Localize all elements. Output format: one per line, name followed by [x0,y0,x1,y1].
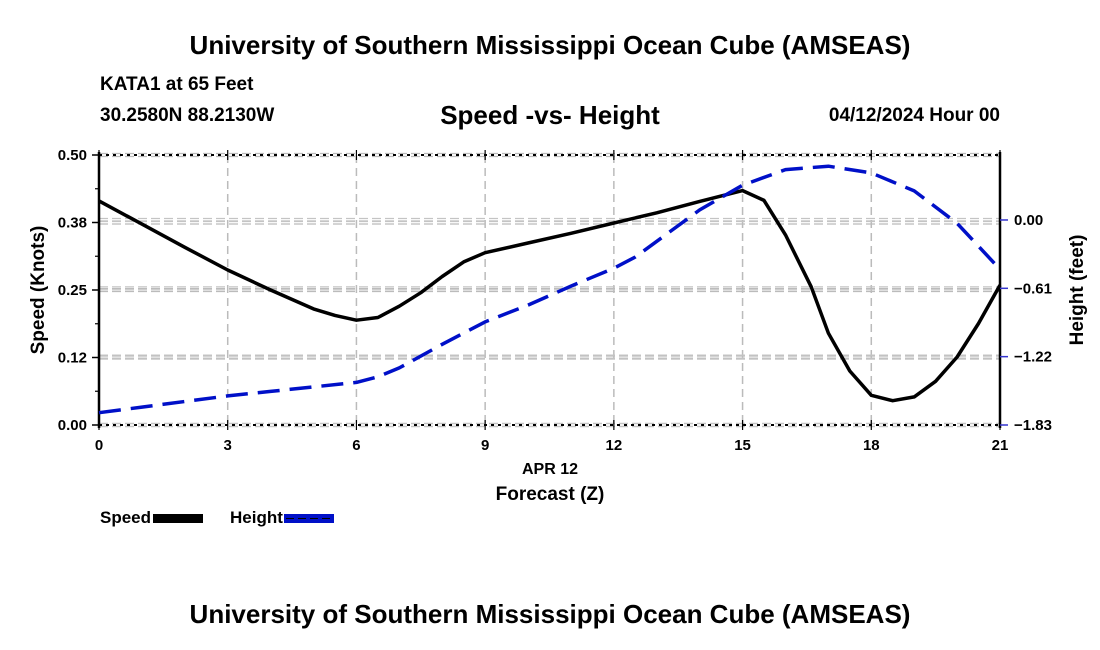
x-tick-label: 15 [734,437,751,454]
legend-swatch-speed [153,513,204,523]
x-axis-date-label: APR 12 [522,461,578,478]
y-axis-label: Speed (Knots) [28,226,49,355]
y-right-tick-label: −0.61 [1014,280,1052,297]
y-axis-right-label: Height (feet) [1067,235,1088,346]
x-tick-label: 12 [606,437,623,454]
y-tick-label: 0.00 [58,417,87,434]
legend-swatch-height [283,513,334,523]
y-right-tick-label: 0.00 [1014,212,1043,229]
grid [99,152,1000,428]
y-tick-label: 0.38 [58,215,87,232]
x-tick-label: 3 [224,437,232,454]
legend-item-speed: Speed [100,508,204,528]
series-line-height [98,164,1002,415]
y-tick-label: 0.50 [58,147,87,164]
legend-item-height: Height [230,508,334,528]
x-tick-label: 9 [481,437,489,454]
coordinates-label: 30.2580N 88.2130W [100,105,275,126]
chart-subtitle: Speed -vs- Height [440,100,660,130]
y-right-tick-label: −1.22 [1014,349,1052,366]
x-tick-label: 6 [352,437,360,454]
legend-label-height: Height [230,508,283,527]
legend-label-speed: Speed [100,508,152,527]
datestamp-label: 04/12/2024 Hour 00 [828,105,1000,126]
footer-title: University of Southern Mississippi Ocean… [189,599,911,629]
series-layer [98,164,1002,415]
main-title: University of Southern Mississippi Ocean… [189,30,911,60]
series-line-speed [98,188,1002,403]
y-right-tick-label: −1.83 [1014,417,1052,434]
station-label: KATA1 at 65 Feet [100,74,254,95]
x-tick-label: 18 [863,437,880,454]
x-tick-label: 0 [95,437,103,454]
x-tick-label: 21 [992,437,1009,454]
y-tick-label: 0.12 [58,350,87,367]
tick-layer: 0 3 6 9 12 15 18 21 0.00 0.12 0.25 0.38 0.50 −1.83 −1.… [58,147,1052,454]
x-axis-label: Forecast (Z) [496,484,605,505]
y-tick-label: 0.25 [58,282,87,299]
